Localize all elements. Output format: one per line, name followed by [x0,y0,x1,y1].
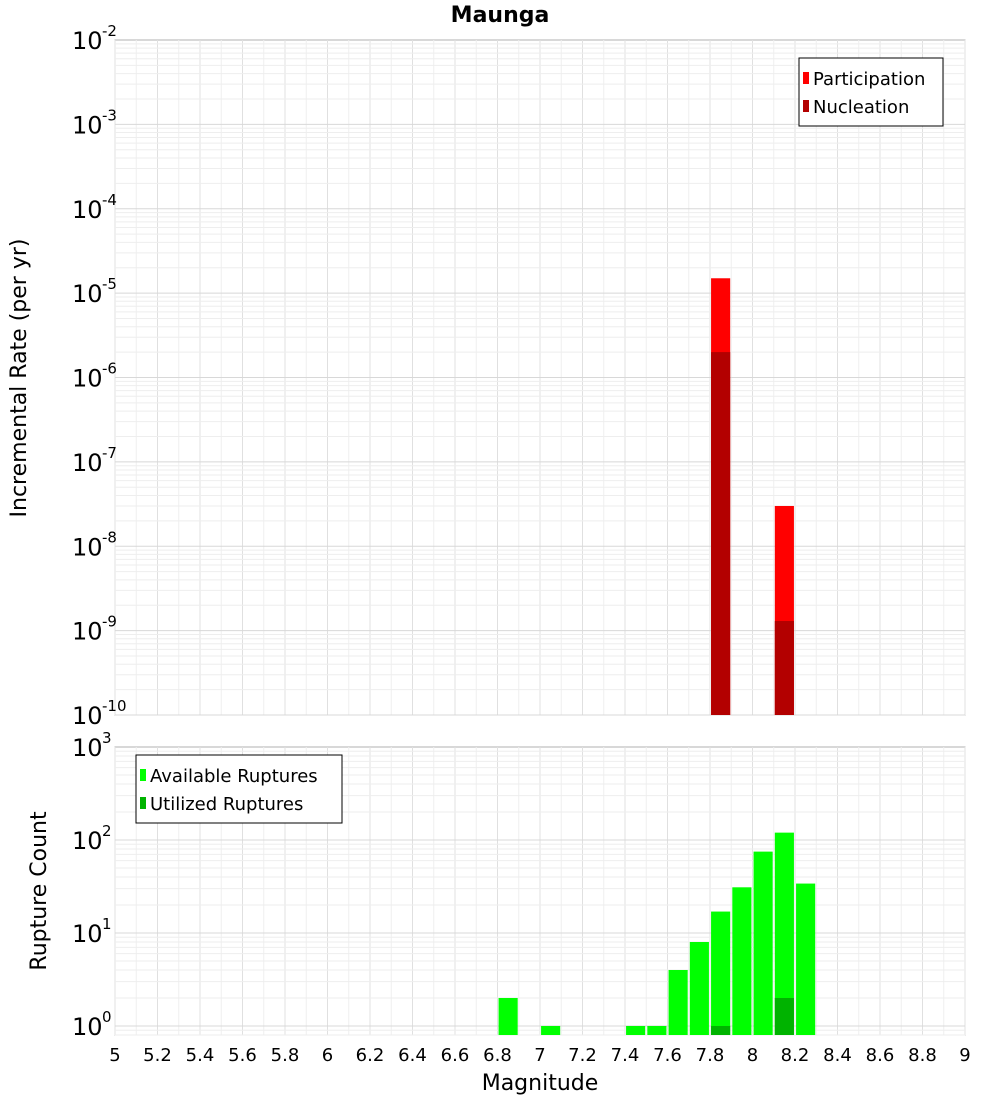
x-tick-label: 7.4 [611,1045,640,1066]
legend-label: Participation [813,69,925,90]
legend-swatch [140,769,146,781]
x-tick-label: 6.8 [483,1045,512,1066]
x-tick-label: 5 [109,1045,120,1066]
x-tick-label: 8 [747,1045,758,1066]
bar-available-ruptures [626,1025,646,1035]
x-tick-label: 8.4 [823,1045,852,1066]
bar-available-ruptures [498,997,518,1035]
y-tick-exponent: -2 [102,22,117,40]
y-tick-label: 10 [72,449,103,477]
bar-utilized-ruptures [774,997,794,1035]
y-tick-exponent: -9 [102,613,117,631]
y-tick-label: 10 [72,1013,103,1041]
x-tick-label: 5.8 [271,1045,300,1066]
bar-available-ruptures [796,883,816,1035]
top-y-ticks: 10-210-310-410-510-610-710-810-910-10 [72,22,127,730]
bar-nucleation [711,352,731,715]
top-legend: Participation Nucleation [798,57,944,127]
y-tick-label: 10 [72,618,103,646]
legend-label: Nucleation [813,97,909,118]
x-tick-label: 9 [959,1045,970,1066]
y-tick-label: 10 [72,280,103,308]
bar-available-ruptures [689,942,709,1035]
x-tick-label: 6 [322,1045,333,1066]
y-tick-label: 10 [72,196,103,224]
top-bars [711,278,794,715]
y-tick-label: 10 [72,533,103,561]
x-tick-label: 7 [534,1045,545,1066]
chart-title: Maunga [451,3,550,28]
y-tick-label: 10 [72,365,103,393]
legend-label: Utilized Ruptures [150,794,303,815]
y-tick-exponent: -5 [102,275,117,293]
x-tick-label: 6.4 [398,1045,427,1066]
x-tick-label: 8.6 [866,1045,895,1066]
legend-swatch [803,72,809,84]
y-tick-exponent: -4 [102,191,117,209]
y-tick-exponent: -10 [102,697,127,715]
legend-box [135,754,343,824]
legend-label: Available Ruptures [150,766,318,787]
bar-available-ruptures [732,887,752,1035]
y-tick-label: 10 [72,734,103,762]
bar-available-ruptures [711,911,731,1035]
bottom-y-axis-label: Rupture Count [27,811,52,971]
x-tick-label: 6.6 [441,1045,470,1066]
y-tick-label: 10 [72,27,103,55]
y-tick-exponent: -6 [102,360,117,378]
bar-available-ruptures [753,851,773,1035]
y-tick-label: 10 [72,827,103,855]
top-panel: 10-210-310-410-510-610-710-810-910-10 In… [7,22,966,730]
x-tick-label: 7.8 [696,1045,725,1066]
x-axis-label: Magnitude [482,1071,599,1096]
x-tick-label: 7.6 [653,1045,682,1066]
x-tick-label: 7.2 [568,1045,597,1066]
x-tick-label: 8.2 [781,1045,810,1066]
top-y-axis-label: Incremental Rate (per yr) [7,239,32,518]
y-tick-label: 10 [72,702,103,730]
bottom-legend: Available Ruptures Utilized Ruptures [135,754,343,824]
top-gridlines [114,40,966,716]
x-tick-label: 5.4 [186,1045,215,1066]
y-tick-exponent: 2 [102,822,112,840]
bar-utilized-ruptures [711,1025,731,1035]
y-tick-exponent: 0 [102,1008,112,1026]
bottom-bars [498,832,816,1035]
bar-available-ruptures [774,832,794,1035]
legend-swatch [803,100,809,112]
y-tick-exponent: -3 [102,106,117,124]
bar-available-ruptures [668,969,688,1035]
y-tick-exponent: -7 [102,444,117,462]
y-tick-exponent: -8 [102,528,117,546]
y-tick-label: 10 [72,111,103,139]
y-tick-label: 10 [72,920,103,948]
bar-available-ruptures [541,1025,561,1035]
x-ticks: 5 5.2 5.4 5.6 5.8 6 6.2 6.4 6.6 6.8 7 7.2 7.4 7.6 7.8 8… [109,1045,970,1066]
bar-available-ruptures [647,1025,667,1035]
legend-swatch [140,797,146,809]
y-tick-exponent: 1 [102,915,112,933]
y-tick-exponent: 3 [102,729,112,747]
x-tick-label: 5.6 [228,1045,257,1066]
legend-box [798,57,944,127]
x-tick-label: 5.2 [143,1045,172,1066]
x-tick-label: 6.2 [356,1045,385,1066]
x-tick-label: 8.8 [908,1045,937,1066]
bar-nucleation [774,621,794,715]
